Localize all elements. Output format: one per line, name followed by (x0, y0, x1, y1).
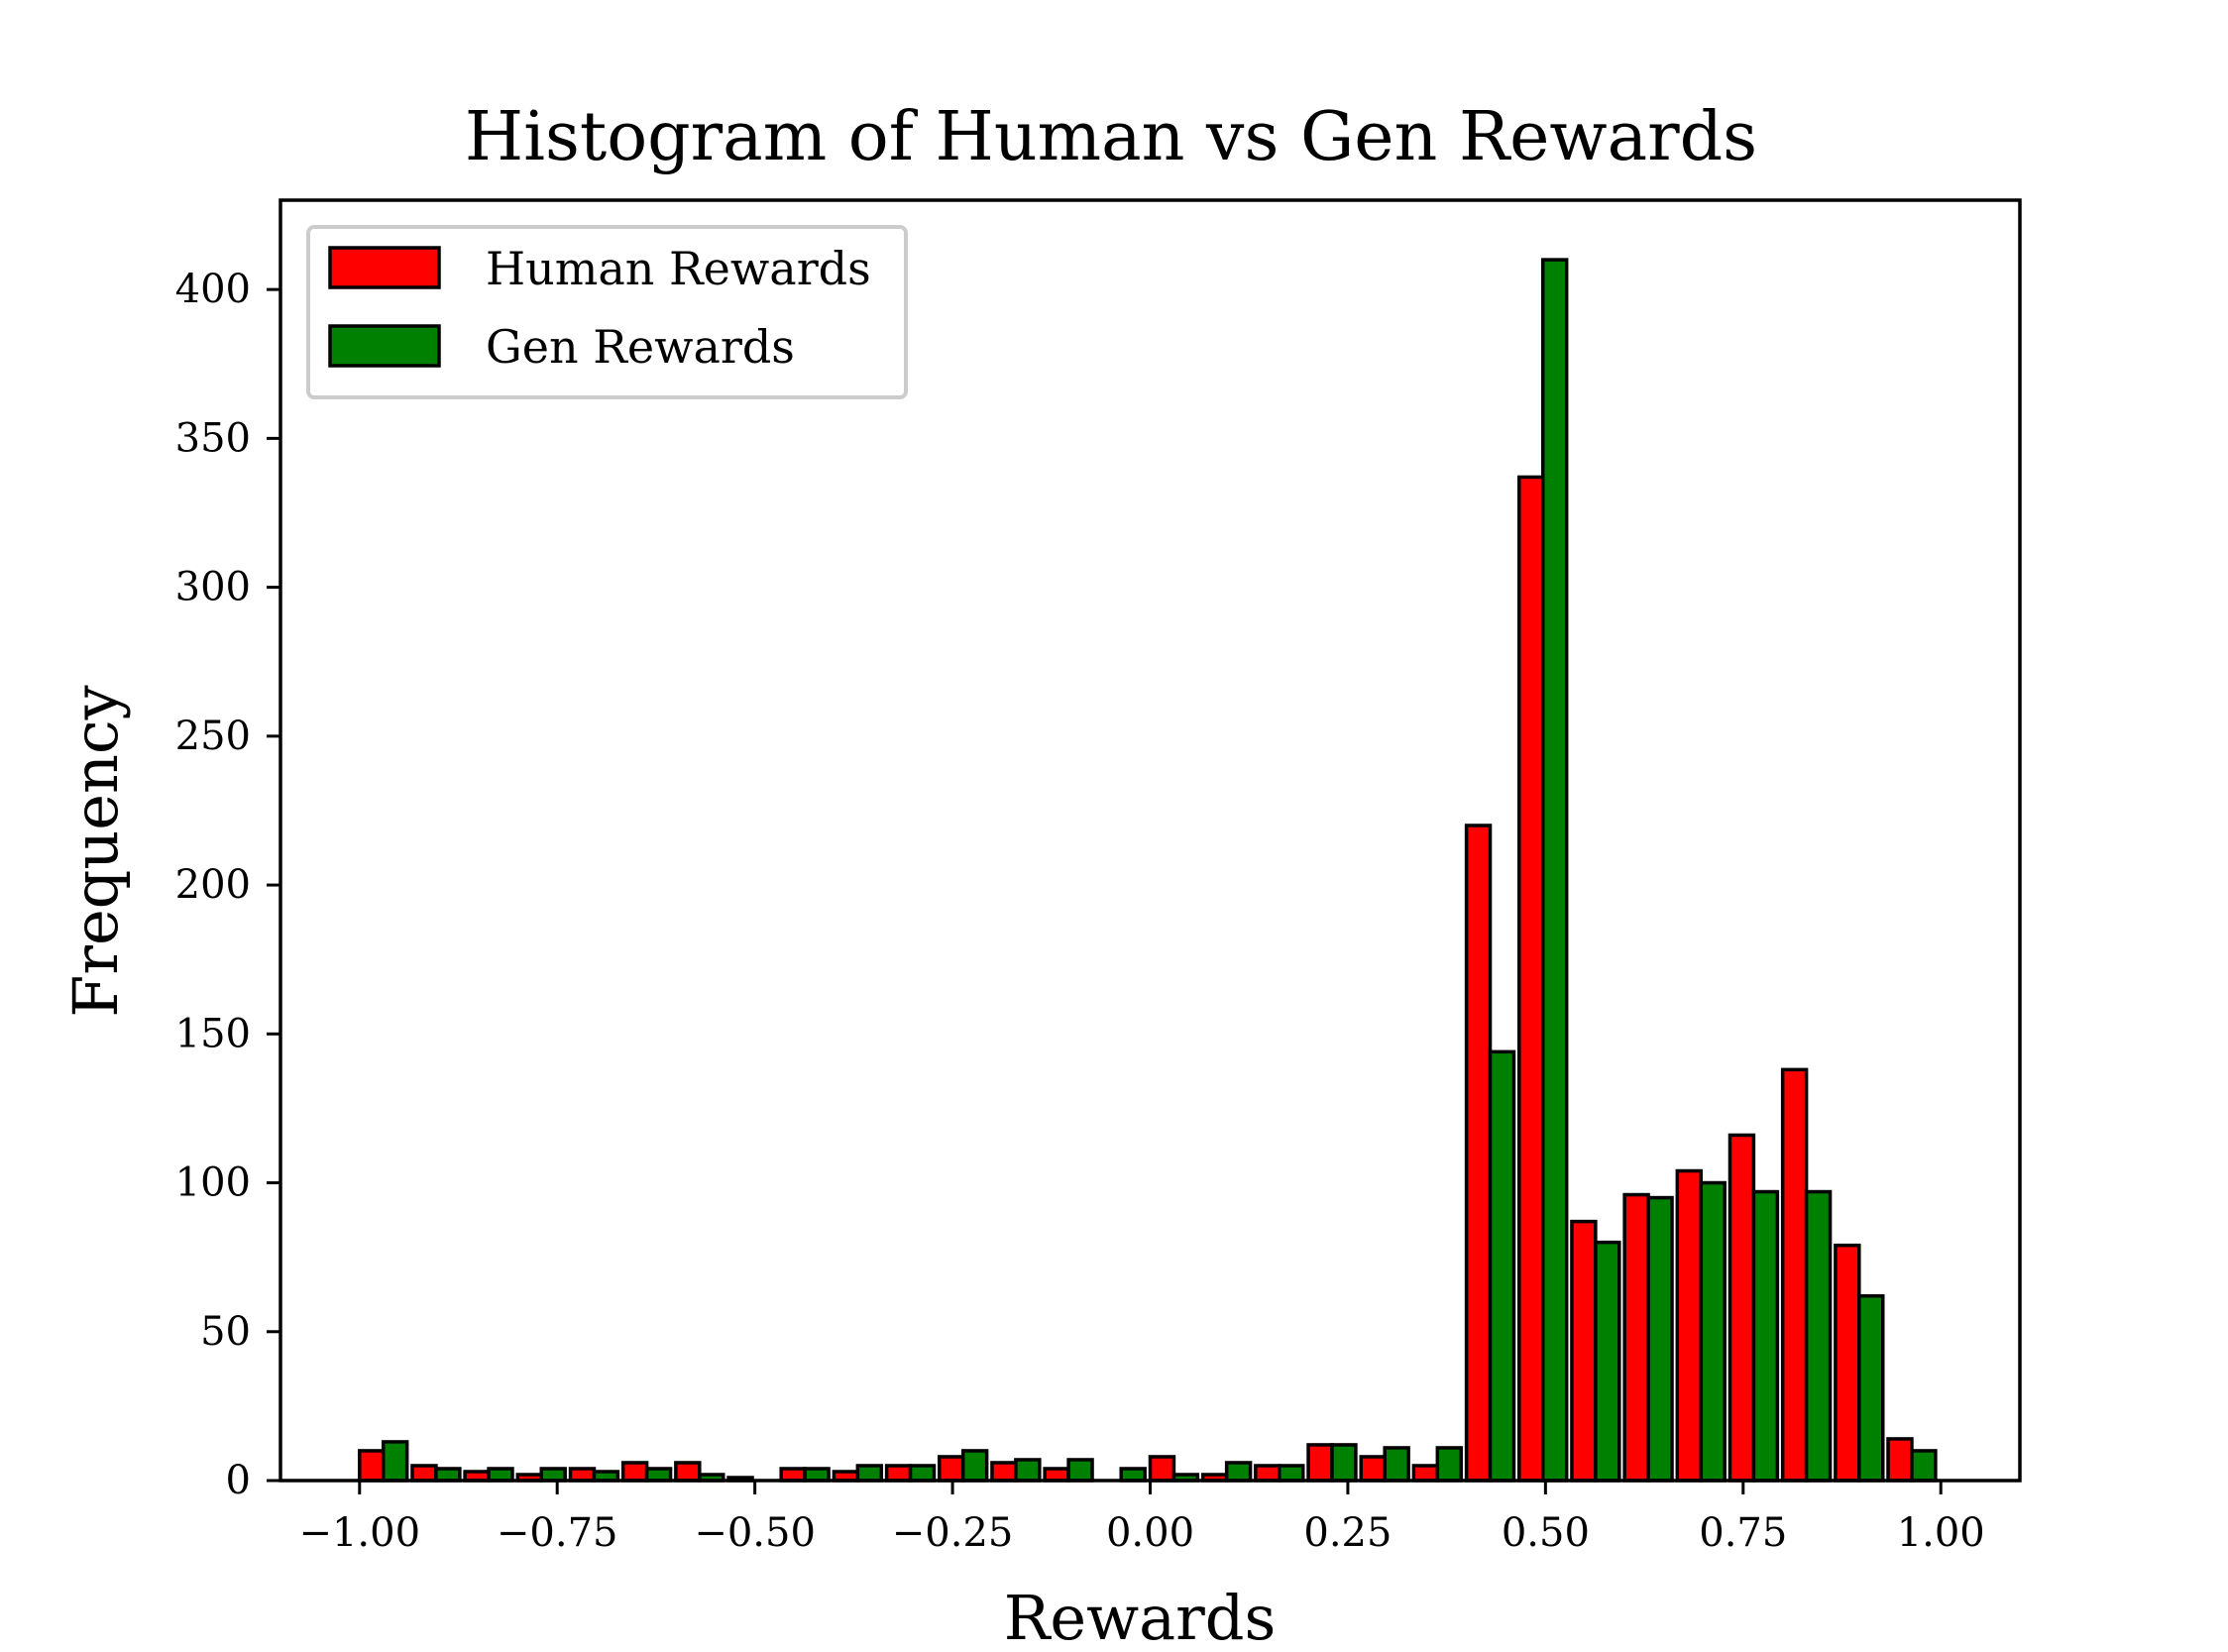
human-bar-4 (568, 1467, 597, 1483)
gen-bar-26 (1751, 1189, 1780, 1483)
y-axis-label: Frequency (59, 685, 132, 1017)
human-bar-5 (620, 1461, 649, 1483)
human-bar-24 (1622, 1192, 1650, 1483)
legend-label-gen: Gen Rewards (486, 320, 795, 374)
gen-bar-1 (434, 1467, 462, 1483)
human-bar-23 (1570, 1219, 1598, 1483)
gen-bar-13 (1066, 1458, 1094, 1483)
gen-bar-0 (381, 1440, 409, 1483)
human-bar-21 (1464, 824, 1493, 1483)
y-tick-label: 400 (175, 267, 251, 312)
x-tick-label: 0.00 (1106, 1510, 1194, 1556)
x-tick-label: −0.25 (892, 1510, 1014, 1556)
x-tick-label: −0.75 (497, 1510, 618, 1556)
y-tick-label: 250 (175, 714, 251, 759)
gen-bar-5 (644, 1467, 673, 1483)
x-tick-label: 0.50 (1502, 1510, 1590, 1556)
gen-bar-23 (1594, 1240, 1621, 1483)
human-bar-13 (1043, 1467, 1070, 1483)
legend-swatch-human (328, 246, 441, 289)
y-tick-label: 150 (175, 1011, 251, 1056)
gen-bar-29 (1910, 1449, 1938, 1483)
gen-bar-27 (1804, 1189, 1833, 1483)
x-tick-label: 0.25 (1303, 1510, 1392, 1556)
human-bar-18 (1306, 1443, 1334, 1483)
x-tick-label: 0.75 (1699, 1510, 1787, 1556)
gen-bar-20 (1435, 1446, 1464, 1483)
x-axis-label: Rewards (1004, 1582, 1277, 1652)
gen-bar-28 (1857, 1293, 1885, 1483)
gen-bar-18 (1330, 1443, 1358, 1483)
y-tick-label: 300 (175, 565, 251, 610)
human-bar-15 (1148, 1455, 1176, 1483)
gen-bar-19 (1383, 1446, 1410, 1483)
human-bar-25 (1675, 1168, 1704, 1483)
gen-bar-2 (487, 1467, 514, 1483)
gen-bar-22 (1540, 258, 1569, 1483)
human-bar-8 (779, 1467, 807, 1483)
human-bar-17 (1254, 1464, 1281, 1483)
gen-bar-9 (855, 1464, 884, 1483)
gen-bar-10 (908, 1464, 937, 1483)
gen-bar-24 (1646, 1195, 1674, 1483)
gen-bar-12 (1014, 1458, 1042, 1483)
x-tick-label: −1.00 (298, 1510, 420, 1556)
gen-bar-21 (1488, 1049, 1516, 1483)
gen-bar-11 (960, 1449, 989, 1483)
axes-layer: −1.00 −0.75 −0.50 −0.25 0.00 0.25 0.50 0.75 1.00… (175, 198, 2022, 1556)
chart-title: Histogram of Human vs Gen Rewards (465, 98, 1757, 176)
y-tick-label: 0 (226, 1458, 251, 1503)
gen-bar-16 (1224, 1461, 1253, 1483)
human-bar-0 (358, 1449, 386, 1483)
human-bar-1 (410, 1464, 438, 1483)
human-bar-27 (1780, 1067, 1809, 1483)
human-bar-12 (990, 1461, 1018, 1483)
human-bar-11 (938, 1455, 965, 1483)
gen-bar-14 (1119, 1467, 1147, 1483)
legend-swatch-gen (328, 324, 441, 368)
x-tick-label: −0.50 (694, 1510, 816, 1556)
gen-bar-25 (1699, 1180, 1727, 1483)
human-bar-26 (1727, 1133, 1756, 1483)
legend-frame (306, 225, 908, 399)
human-bar-29 (1886, 1437, 1914, 1483)
x-tick-label: 1.00 (1897, 1510, 1985, 1556)
gen-bar-8 (803, 1467, 831, 1483)
human-bar-10 (884, 1464, 913, 1483)
y-tick-label: 200 (175, 862, 251, 908)
gen-bar-3 (539, 1467, 567, 1483)
y-tick-label: 350 (175, 415, 251, 461)
legend-label-human: Human Rewards (486, 242, 871, 295)
human-bar-20 (1411, 1464, 1440, 1483)
y-tick-label: 100 (175, 1160, 251, 1206)
human-bar-19 (1359, 1455, 1387, 1483)
human-bar-22 (1517, 475, 1545, 1483)
bars-layer (358, 258, 1938, 1483)
gen-bar-17 (1278, 1464, 1305, 1483)
legend: Human Rewards Gen Rewards (306, 225, 908, 399)
human-bar-6 (674, 1461, 702, 1483)
human-bar-28 (1834, 1243, 1861, 1483)
y-tick-label: 50 (200, 1309, 251, 1355)
